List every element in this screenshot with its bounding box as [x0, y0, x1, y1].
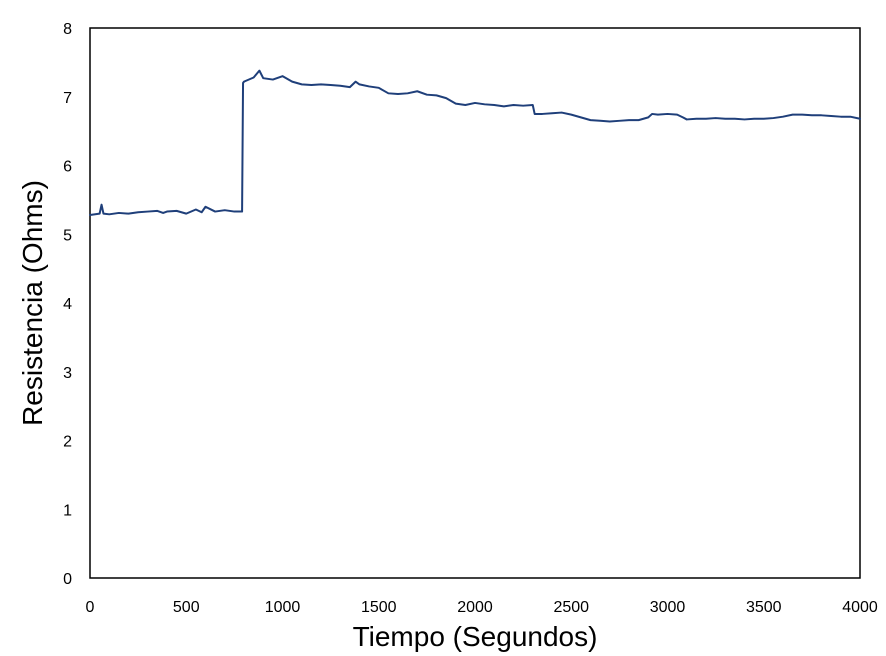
- y-tick-label: 1: [63, 502, 72, 519]
- x-tick-label: 3000: [650, 599, 686, 616]
- y-tick-label: 6: [63, 159, 72, 176]
- y-tick-label: 5: [63, 227, 72, 244]
- y-tick-label: 8: [63, 21, 72, 38]
- y-tick-label: 3: [63, 365, 72, 382]
- x-tick-label: 2000: [457, 599, 493, 616]
- y-axis-ticks: 0 1 2 3 4 5 6 7 8: [63, 21, 72, 588]
- x-tick-label: 1500: [361, 599, 397, 616]
- x-tick-label: 4000: [842, 599, 878, 616]
- y-axis-title: Resistencia (Ohms): [17, 180, 48, 426]
- plot-area-frame: [89, 27, 861, 579]
- x-axis-ticks: 0 500 1000 1500 2000 2500 3000 3500 4000: [86, 599, 878, 616]
- series-line: [89, 69, 861, 216]
- x-tick-label: 2500: [553, 599, 589, 616]
- x-tick-label: 1000: [265, 599, 301, 616]
- x-tick-label: 3500: [746, 599, 782, 616]
- y-tick-label: 0: [63, 571, 72, 588]
- x-tick-label: 500: [173, 599, 200, 616]
- y-tick-label: 4: [63, 296, 72, 313]
- x-axis-title: Tiempo (Segundos): [353, 621, 598, 652]
- x-tick-label: 0: [86, 599, 95, 616]
- y-tick-label: 7: [63, 90, 72, 107]
- y-tick-label: 2: [63, 434, 72, 451]
